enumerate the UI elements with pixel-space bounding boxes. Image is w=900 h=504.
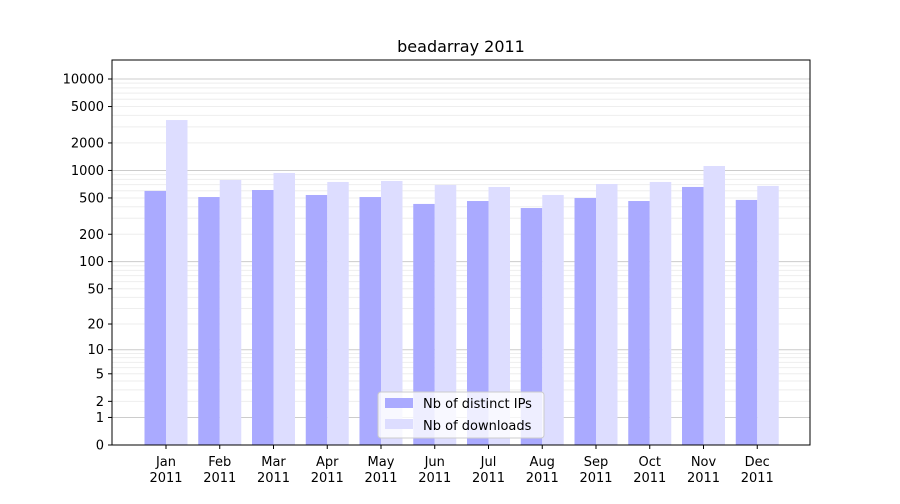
bar-distinct-ips <box>467 201 489 445</box>
bar-distinct-ips <box>682 186 704 445</box>
legend-swatch-ips <box>385 398 413 408</box>
bar-distinct-ips <box>305 194 328 445</box>
x-tick-label: 2011 <box>364 471 397 486</box>
bars <box>144 120 779 446</box>
x-tick-label: Jan <box>155 455 176 470</box>
bar-distinct-ips <box>144 190 166 445</box>
bar-distinct-ips <box>413 203 435 445</box>
x-tick-label: 2011 <box>633 471 666 486</box>
x-tick-label: 2011 <box>311 471 344 486</box>
y-tick-label: 1 <box>96 411 104 426</box>
x-tick-label: Feb <box>208 455 231 470</box>
bar-downloads <box>166 120 188 446</box>
x-tick-label: Jul <box>480 455 497 470</box>
y-tick-label: 10000 <box>63 72 104 87</box>
x-tick-label: Aug <box>530 455 555 470</box>
bar-distinct-ips <box>198 197 220 445</box>
bar-downloads <box>649 181 672 445</box>
chart-title: beadarray 2011 <box>397 37 525 56</box>
y-tick-label: 5000 <box>71 100 104 115</box>
bar-downloads <box>542 194 564 445</box>
legend-label-downloads: Nb of downloads <box>423 419 532 434</box>
bar-distinct-ips <box>520 208 543 445</box>
y-tick-label: 5 <box>96 367 104 382</box>
x-tick-label: 2011 <box>741 471 774 486</box>
x-tick-label: 2011 <box>257 471 290 486</box>
x-tick-label: May <box>368 455 395 470</box>
x-tick-label: 2011 <box>418 471 451 486</box>
x-tick-label: 2011 <box>687 471 720 486</box>
bar-distinct-ips <box>252 190 274 445</box>
bar-downloads <box>703 165 725 445</box>
x-tick-label: 2011 <box>579 471 612 486</box>
y-tick-label: 1000 <box>71 164 104 179</box>
x-tick-label: Oct <box>639 455 661 470</box>
y-tick-label: 0 <box>96 439 104 454</box>
x-tick-label: Apr <box>316 455 339 470</box>
bar-downloads <box>327 181 349 445</box>
y-tick-label: 10 <box>87 343 104 358</box>
bar-downloads <box>273 172 295 445</box>
bar-distinct-ips <box>359 197 381 445</box>
x-tick-label: Jun <box>424 455 445 470</box>
bar-downloads <box>434 184 457 446</box>
legend: Nb of distinct IPs Nb of downloads <box>377 391 545 439</box>
y-axis: 0 12 5 10 20 50 100 200 500 1000 2000 5000 10000 <box>63 72 112 454</box>
y-tick-label: 2000 <box>71 136 104 151</box>
y-tick-label: 100 <box>79 255 104 270</box>
bar-downloads <box>381 180 403 445</box>
x-tick-label: Dec <box>745 455 770 470</box>
bar-downloads <box>596 183 618 445</box>
x-tick-label: Nov <box>691 455 717 470</box>
y-tick-label: 20 <box>87 318 104 333</box>
x-tick-label: Mar <box>261 455 286 470</box>
plot-frame <box>111 59 811 446</box>
x-tick-label: 2011 <box>526 471 559 486</box>
bar-distinct-ips <box>735 199 758 445</box>
legend-label-ips: Nb of distinct IPs <box>423 397 532 412</box>
bar-distinct-ips <box>574 197 596 445</box>
x-tick-label: Sep <box>584 455 609 470</box>
x-tick-label: 2011 <box>203 471 236 486</box>
legend-swatch-downloads <box>385 419 413 429</box>
bar-distinct-ips <box>628 201 650 445</box>
x-tick-label: 2011 <box>149 471 182 486</box>
bar-downloads <box>219 179 242 446</box>
x-tick-label: 2011 <box>472 471 505 486</box>
bar-downloads <box>488 186 510 445</box>
legend-box <box>377 391 545 439</box>
y-tick-label: 500 <box>79 191 104 206</box>
y-tick-label: 200 <box>79 228 104 243</box>
y-tick-label: 50 <box>87 282 104 297</box>
y-tick-label: 2 <box>96 395 104 410</box>
x-axis: Jan2011Feb2011Mar2011Apr2011May2011Jun20… <box>149 445 774 486</box>
bar-downloads <box>757 185 779 445</box>
